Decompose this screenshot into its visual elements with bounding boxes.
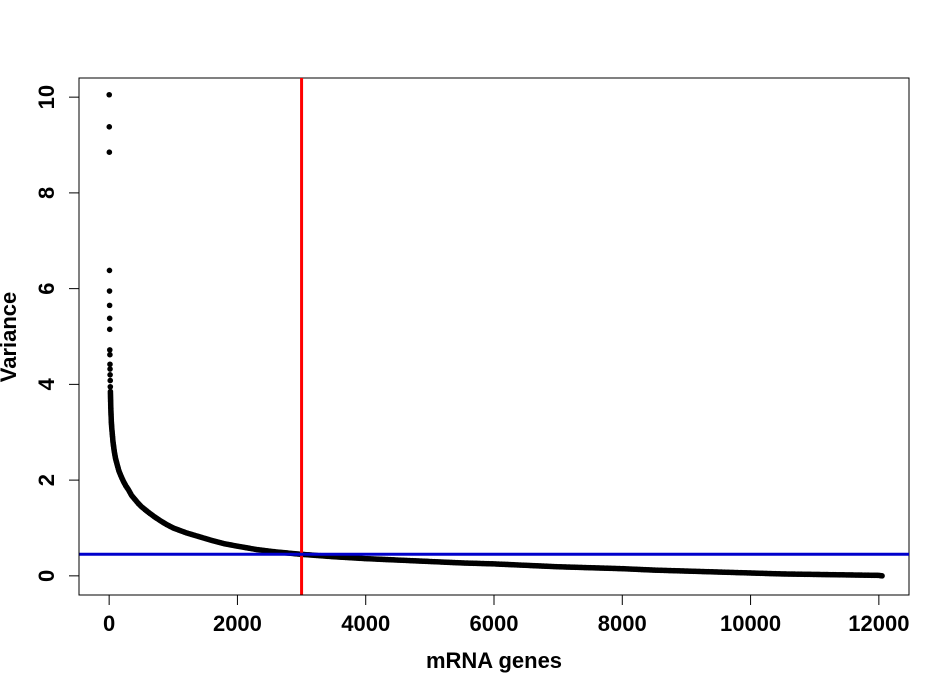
y-tick-label: 0 xyxy=(34,570,59,582)
x-tick-label: 10000 xyxy=(720,611,781,636)
x-tick-label: 0 xyxy=(103,611,115,636)
x-tick-label: 2000 xyxy=(213,611,262,636)
data-point xyxy=(107,371,113,378)
data-point xyxy=(106,288,113,294)
y-tick-label: 8 xyxy=(34,187,59,199)
data-point xyxy=(107,361,113,368)
x-axis: 0 2000 4000 6000 8000 10000 12000 xyxy=(103,594,909,636)
y-tick-label: 2 xyxy=(34,474,59,486)
data-point xyxy=(106,326,113,333)
data-point xyxy=(879,573,885,579)
y-tick-label: 4 xyxy=(34,377,59,390)
x-tick-label: 4000 xyxy=(341,611,390,636)
x-tick-label: 6000 xyxy=(470,611,519,636)
plot-frame xyxy=(78,77,910,596)
y-axis-title: Variance xyxy=(0,292,21,383)
data-point xyxy=(106,149,113,155)
data-point xyxy=(106,267,113,274)
data-point xyxy=(106,91,113,98)
x-axis-title: mRNA genes xyxy=(426,648,562,673)
data-point xyxy=(107,383,114,390)
y-tick-label: 10 xyxy=(34,85,59,109)
data-points xyxy=(106,91,885,579)
reference-lines xyxy=(79,78,909,595)
x-tick-label: 8000 xyxy=(598,611,647,636)
y-axis: 0 2 4 6 8 10 xyxy=(34,85,80,582)
data-point xyxy=(106,315,113,322)
data-point xyxy=(106,124,113,130)
data-point xyxy=(107,351,113,358)
x-tick-label: 12000 xyxy=(848,611,909,636)
data-point xyxy=(106,347,113,353)
data-point xyxy=(107,377,114,384)
data-point xyxy=(106,302,113,309)
y-tick-label: 6 xyxy=(34,283,59,295)
data-point xyxy=(107,366,113,372)
